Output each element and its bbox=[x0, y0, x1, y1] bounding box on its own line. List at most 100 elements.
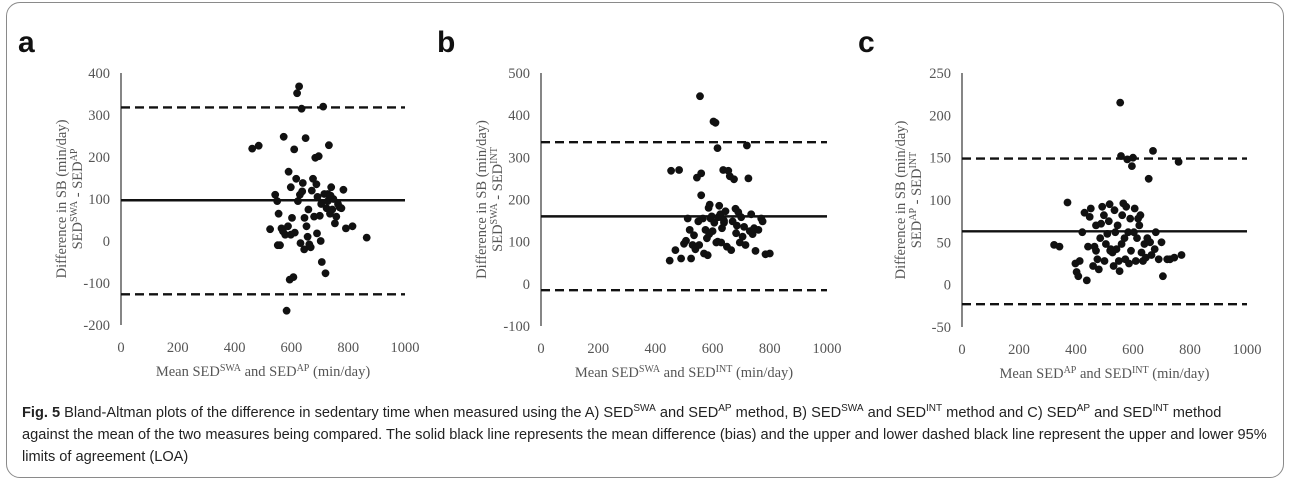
y-axis-label-formula: SEDSWA - SEDINT bbox=[489, 147, 507, 252]
data-point bbox=[348, 222, 357, 231]
data-point bbox=[304, 205, 313, 214]
x-tick-label: 800 bbox=[759, 341, 781, 357]
data-point bbox=[1085, 213, 1094, 221]
data-point bbox=[737, 213, 746, 222]
x-tick-label: 1000 bbox=[813, 341, 842, 357]
data-point bbox=[697, 169, 706, 178]
data-point bbox=[733, 221, 741, 230]
data-point bbox=[720, 216, 728, 225]
data-point bbox=[331, 219, 339, 228]
data-point bbox=[1149, 147, 1157, 155]
x-axis-label: Mean SEDSWA and SEDAP (min/day) bbox=[156, 363, 371, 381]
data-point bbox=[1086, 204, 1095, 213]
data-point bbox=[328, 205, 337, 214]
data-point bbox=[1130, 204, 1139, 213]
data-point bbox=[1120, 234, 1129, 243]
x-tick-label: 800 bbox=[1179, 342, 1201, 358]
figure-frame bbox=[6, 2, 1284, 478]
data-point bbox=[1096, 234, 1105, 243]
data-point bbox=[741, 241, 750, 249]
x-tick-label: 200 bbox=[167, 340, 189, 356]
data-point bbox=[317, 258, 326, 266]
data-point bbox=[1113, 221, 1122, 230]
data-point bbox=[1100, 211, 1108, 220]
data-point bbox=[1147, 251, 1156, 259]
data-point bbox=[301, 134, 310, 143]
x-tick-label: 400 bbox=[224, 340, 246, 356]
data-point bbox=[362, 233, 371, 242]
data-point bbox=[1114, 257, 1123, 265]
data-point bbox=[298, 187, 307, 196]
data-point bbox=[707, 212, 716, 221]
data-point bbox=[316, 237, 325, 245]
data-point bbox=[1115, 267, 1124, 275]
data-point bbox=[765, 249, 774, 258]
data-point bbox=[1151, 228, 1160, 237]
data-point bbox=[1055, 242, 1064, 251]
data-point bbox=[730, 175, 738, 184]
data-point bbox=[286, 183, 295, 192]
x-tick-label: 200 bbox=[587, 341, 609, 357]
data-point bbox=[1129, 153, 1137, 162]
panel-letter: a bbox=[18, 26, 35, 59]
data-point bbox=[295, 82, 303, 91]
data-point bbox=[297, 104, 306, 113]
data-point bbox=[290, 145, 299, 154]
data-point bbox=[1116, 98, 1125, 107]
data-point bbox=[1146, 238, 1154, 247]
panel-letter: b bbox=[437, 26, 455, 59]
y-axis-label-formula: SEDSWA - SEDAP bbox=[69, 148, 87, 249]
data-point bbox=[293, 89, 301, 98]
data-point bbox=[273, 197, 282, 206]
data-point bbox=[1102, 240, 1110, 248]
data-point bbox=[1103, 230, 1112, 238]
data-point bbox=[758, 217, 767, 226]
data-point bbox=[1144, 174, 1153, 183]
data-point bbox=[685, 226, 694, 234]
data-point bbox=[687, 254, 695, 263]
data-point bbox=[1136, 211, 1145, 220]
data-point bbox=[266, 225, 274, 234]
data-point bbox=[302, 222, 311, 231]
data-point bbox=[751, 247, 760, 255]
y-axis-label: Difference in SB (min/day) bbox=[893, 120, 909, 279]
data-point bbox=[1174, 158, 1183, 166]
data-point bbox=[294, 197, 302, 206]
data-point bbox=[747, 210, 756, 219]
data-point bbox=[1127, 246, 1135, 255]
data-point bbox=[1170, 253, 1179, 262]
panel-c: c -50 0 50 100 150 200 250 0 200 400 600 800 1000 Mean… bbox=[858, 26, 1262, 382]
data-point bbox=[1157, 238, 1166, 247]
data-point bbox=[312, 180, 321, 189]
x-tick-label: 0 bbox=[537, 341, 544, 357]
data-point bbox=[695, 241, 704, 249]
y-tick-label: 250 bbox=[929, 66, 951, 82]
y-tick-label: -100 bbox=[83, 276, 110, 292]
data-point bbox=[321, 269, 330, 278]
data-point bbox=[1105, 200, 1114, 209]
data-point bbox=[1130, 228, 1138, 237]
y-tick-label: -50 bbox=[932, 320, 951, 336]
data-point bbox=[699, 214, 707, 223]
data-point bbox=[711, 118, 720, 127]
data-point bbox=[1098, 202, 1107, 211]
data-point bbox=[1080, 208, 1089, 217]
y-tick-label: 200 bbox=[508, 193, 530, 209]
caption-label: Fig. 5 bbox=[22, 404, 61, 421]
data-point bbox=[254, 141, 263, 150]
y-tick-label: 400 bbox=[88, 66, 110, 82]
data-point bbox=[326, 191, 335, 200]
data-point bbox=[1118, 211, 1127, 220]
data-point bbox=[288, 214, 296, 222]
data-point bbox=[1137, 248, 1146, 257]
x-axis-label: Mean SEDAP and SEDINT (min/day) bbox=[1000, 365, 1210, 383]
x-tick-label: 400 bbox=[645, 341, 667, 357]
x-axis-label: Mean SEDSWA and SEDINT (min/day) bbox=[575, 364, 793, 382]
data-point bbox=[1104, 217, 1113, 226]
data-point bbox=[315, 211, 324, 220]
data-point bbox=[713, 237, 722, 246]
data-point bbox=[667, 166, 675, 175]
data-point bbox=[313, 193, 322, 201]
data-point bbox=[342, 224, 350, 233]
